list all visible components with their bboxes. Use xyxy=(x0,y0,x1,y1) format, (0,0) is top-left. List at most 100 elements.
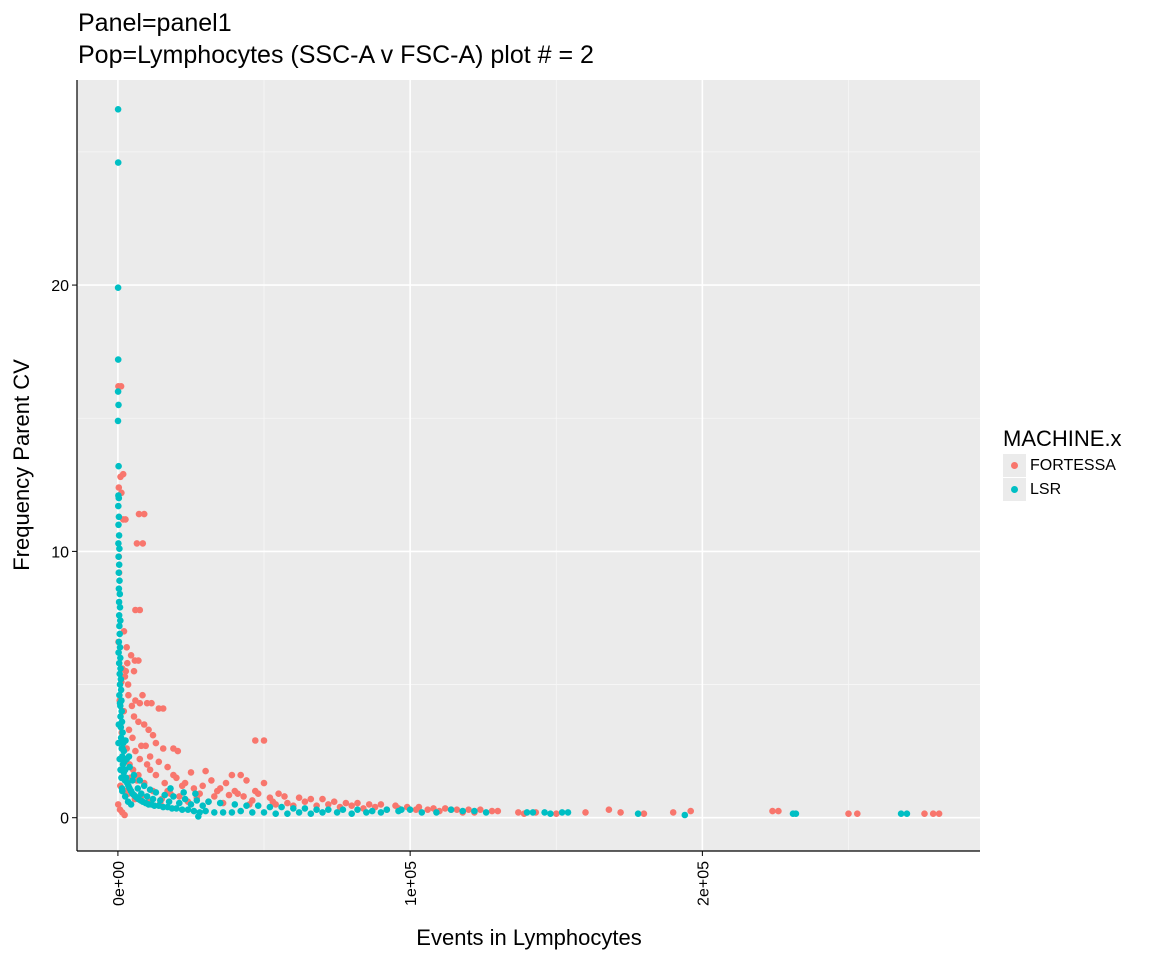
data-point xyxy=(228,771,236,779)
data-point xyxy=(115,721,123,728)
data-point xyxy=(281,793,288,800)
data-point xyxy=(114,159,122,166)
data-point xyxy=(176,793,183,800)
data-point xyxy=(290,805,297,812)
data-point xyxy=(222,779,230,787)
data-point xyxy=(116,644,124,651)
data-point xyxy=(130,667,138,675)
data-point xyxy=(114,388,122,395)
data-point xyxy=(845,810,852,817)
data-point xyxy=(136,606,144,614)
data-point xyxy=(176,799,183,807)
data-point xyxy=(115,401,122,409)
legend-label: LSR xyxy=(1030,481,1062,498)
data-point xyxy=(152,789,160,796)
legend-dot xyxy=(1011,486,1018,493)
data-point xyxy=(122,737,129,744)
data-point xyxy=(284,810,291,817)
data-point xyxy=(275,790,282,797)
data-point xyxy=(161,791,168,799)
data-point xyxy=(190,807,198,815)
x-axis-label: Events in Lymphocytes xyxy=(416,925,641,950)
data-point xyxy=(216,799,224,807)
legend-item-lsr: LSR xyxy=(1003,478,1122,501)
data-point xyxy=(125,753,133,760)
data-point xyxy=(325,801,332,808)
data-point xyxy=(225,791,233,799)
data-point xyxy=(330,798,338,805)
data-point xyxy=(140,782,148,790)
data-point xyxy=(363,809,370,816)
data-point xyxy=(116,577,123,584)
data-point xyxy=(119,745,126,752)
data-point xyxy=(184,806,192,813)
data-point xyxy=(342,799,350,807)
data-point xyxy=(424,806,432,813)
data-point xyxy=(307,810,315,817)
data-point xyxy=(116,691,123,699)
data-point xyxy=(115,513,123,521)
data-point xyxy=(553,810,560,817)
data-point xyxy=(441,805,449,812)
data-point xyxy=(115,659,123,667)
data-point xyxy=(116,699,124,707)
data-point xyxy=(228,809,236,816)
plot-panel xyxy=(77,80,980,851)
data-point xyxy=(146,766,154,774)
data-point xyxy=(792,810,800,817)
data-point xyxy=(115,598,123,606)
data-point xyxy=(180,789,187,796)
data-point xyxy=(447,806,455,813)
data-point xyxy=(143,793,151,800)
data-point xyxy=(152,739,160,747)
data-point xyxy=(116,755,123,763)
data-point xyxy=(178,806,186,813)
data-point xyxy=(115,532,123,539)
data-point xyxy=(459,807,467,815)
data-point xyxy=(199,802,206,809)
data-point xyxy=(115,502,122,510)
data-point xyxy=(199,782,206,790)
data-point xyxy=(128,702,136,710)
data-point xyxy=(260,809,268,816)
data-point xyxy=(193,797,201,804)
data-point xyxy=(122,516,129,523)
data-point xyxy=(118,785,126,792)
data-point xyxy=(170,771,177,779)
data-point xyxy=(117,766,124,774)
data-point xyxy=(433,809,440,816)
data-point xyxy=(116,604,124,611)
data-point xyxy=(170,793,177,800)
data-point xyxy=(119,729,126,736)
data-point xyxy=(231,801,239,808)
data-point xyxy=(234,790,241,797)
data-point xyxy=(453,806,461,813)
data-point xyxy=(181,795,189,803)
data-point xyxy=(202,767,209,775)
data-point xyxy=(115,484,123,491)
data-point xyxy=(136,755,144,763)
data-point xyxy=(368,807,376,815)
data-point xyxy=(115,649,122,656)
data-point xyxy=(237,807,244,815)
legend-key xyxy=(1003,478,1026,501)
data-point xyxy=(187,801,195,808)
data-point xyxy=(115,561,123,568)
data-point xyxy=(301,798,309,805)
data-point xyxy=(471,807,478,815)
data-point xyxy=(138,742,145,750)
data-point xyxy=(237,771,244,779)
data-point xyxy=(921,810,928,817)
data-point xyxy=(119,761,127,768)
data-point xyxy=(115,462,122,470)
data-point xyxy=(249,809,256,816)
data-point xyxy=(135,657,142,664)
data-point xyxy=(117,654,124,662)
data-points xyxy=(114,106,943,820)
data-point xyxy=(115,540,122,547)
data-point xyxy=(173,805,180,812)
data-point xyxy=(155,758,163,766)
data-point xyxy=(211,793,218,800)
data-point xyxy=(547,810,554,817)
x-axis-ticks: 0e+00 1e+05 2e+05 xyxy=(111,851,712,906)
